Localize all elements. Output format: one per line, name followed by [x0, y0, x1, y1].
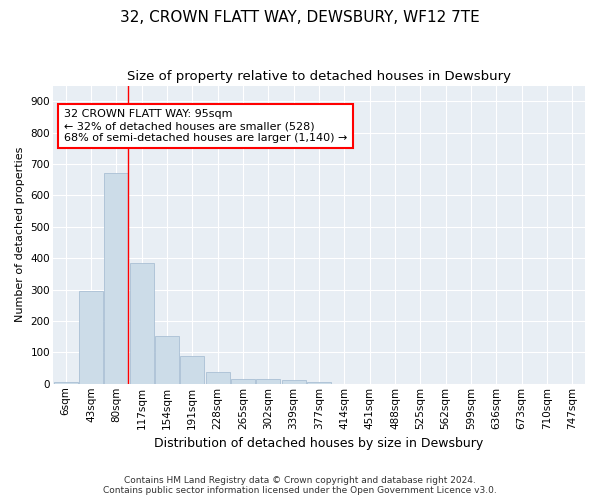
Text: 32 CROWN FLATT WAY: 95sqm
← 32% of detached houses are smaller (528)
68% of semi: 32 CROWN FLATT WAY: 95sqm ← 32% of detac…	[64, 110, 347, 142]
Bar	[104, 174, 128, 384]
Text: Contains HM Land Registry data © Crown copyright and database right 2024.
Contai: Contains HM Land Registry data © Crown c…	[103, 476, 497, 495]
Bar	[231, 379, 255, 384]
Bar	[130, 263, 154, 384]
Bar	[281, 380, 305, 384]
Bar	[155, 336, 179, 384]
Bar	[53, 382, 77, 384]
Bar	[206, 372, 230, 384]
X-axis label: Distribution of detached houses by size in Dewsbury: Distribution of detached houses by size …	[154, 437, 484, 450]
Text: 32, CROWN FLATT WAY, DEWSBURY, WF12 7TE: 32, CROWN FLATT WAY, DEWSBURY, WF12 7TE	[120, 10, 480, 25]
Y-axis label: Number of detached properties: Number of detached properties	[15, 147, 25, 322]
Bar	[79, 291, 103, 384]
Title: Size of property relative to detached houses in Dewsbury: Size of property relative to detached ho…	[127, 70, 511, 83]
Bar	[256, 379, 280, 384]
Bar	[307, 382, 331, 384]
Bar	[180, 356, 205, 384]
